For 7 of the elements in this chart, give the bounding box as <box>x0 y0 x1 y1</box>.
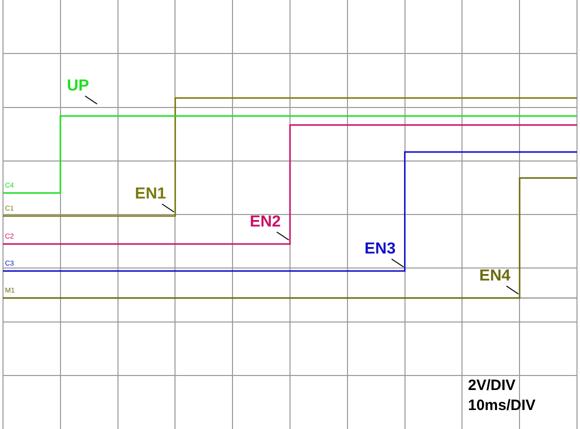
series-label: UP <box>66 77 90 94</box>
series-label: EN2 <box>250 213 281 230</box>
text: 10ms/DIV <box>468 397 536 414</box>
series-label: EN1 <box>134 185 166 202</box>
text: 2V/DIV <box>468 377 516 394</box>
series-label: EN3 <box>364 240 396 258</box>
series-label: EN4 <box>479 267 511 284</box>
